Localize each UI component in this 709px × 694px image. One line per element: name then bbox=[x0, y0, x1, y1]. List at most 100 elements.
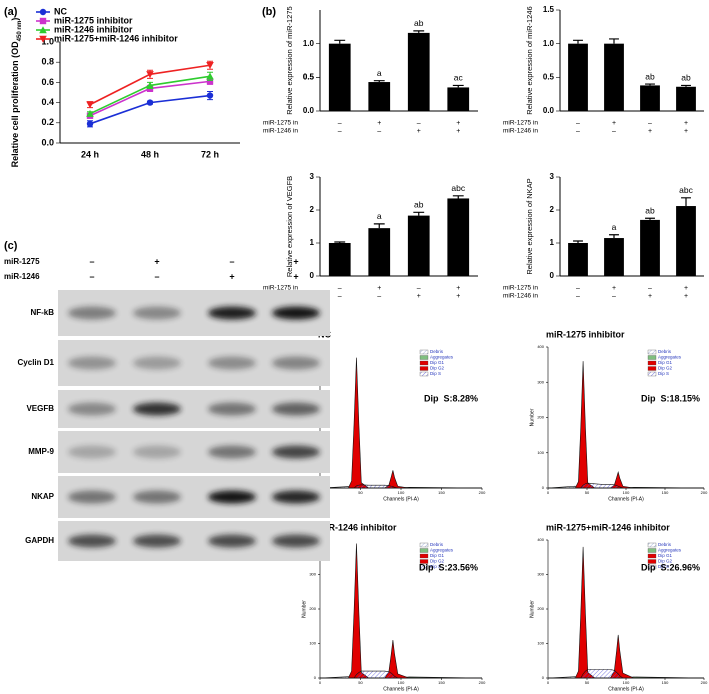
x-tick-label: 200 bbox=[479, 490, 486, 495]
y-tick-label: 100 bbox=[537, 641, 544, 646]
y-axis-label: Number bbox=[529, 408, 535, 426]
bar-annotation: a bbox=[377, 211, 382, 221]
treatment-sign: – bbox=[338, 120, 342, 127]
y-axis-label-part: 450 nm bbox=[17, 21, 23, 42]
legend-swatch bbox=[647, 360, 657, 366]
annotation: Dip S:8.28% bbox=[424, 393, 478, 403]
y-tick-label: 3 bbox=[550, 172, 555, 181]
y-tick-label: 1 bbox=[550, 238, 555, 247]
error-bar bbox=[645, 217, 655, 220]
treatment-sign: + bbox=[648, 293, 652, 300]
error-bar bbox=[413, 30, 425, 33]
treatment-sign: + bbox=[229, 271, 234, 281]
bar-annotation: abc bbox=[679, 185, 693, 195]
point bbox=[206, 62, 214, 70]
point bbox=[86, 101, 94, 109]
treatment-sign: + bbox=[684, 285, 688, 292]
legend-swatch bbox=[647, 542, 657, 548]
bar bbox=[640, 219, 660, 276]
x-tick-label: 50 bbox=[358, 490, 363, 495]
blot-band bbox=[133, 490, 181, 504]
y-tick-label: 1.0 bbox=[543, 39, 555, 48]
blot-band bbox=[133, 306, 181, 320]
treatment-sign: + bbox=[612, 120, 616, 127]
legend-label: Aggregates bbox=[658, 548, 682, 553]
y-tick-label: 300 bbox=[309, 572, 316, 577]
x-tick-label: 50 bbox=[358, 680, 363, 685]
blot-band bbox=[68, 306, 116, 320]
chart-title: miR-1246 inhibitor bbox=[318, 522, 397, 532]
blot-band bbox=[208, 534, 256, 548]
legend-swatch bbox=[419, 564, 429, 570]
y-tick-label: 1.5 bbox=[543, 5, 555, 14]
treatment-sign: + bbox=[456, 120, 460, 127]
y-axis-label: Relative expression of NKAP bbox=[525, 178, 534, 274]
blot-band bbox=[272, 402, 320, 416]
y-axis-label: Number bbox=[301, 600, 307, 618]
legend-swatch bbox=[647, 548, 657, 553]
legend-label: Dip S bbox=[430, 564, 441, 569]
treatment-sign: – bbox=[338, 128, 342, 135]
x-tick-label: 200 bbox=[701, 680, 708, 685]
y-axis-label: Number bbox=[529, 600, 535, 618]
blot-band bbox=[68, 490, 116, 504]
error-bar bbox=[334, 39, 346, 44]
legend-swatch bbox=[647, 564, 657, 570]
treatment-sign: – bbox=[417, 120, 421, 127]
bar bbox=[604, 238, 624, 276]
treatment-sign: + bbox=[293, 256, 298, 266]
legend-label: Dip G1 bbox=[658, 360, 673, 365]
y-tick-label: 0 bbox=[550, 271, 555, 280]
y-tick-label: 400 bbox=[537, 537, 544, 542]
annotation: Dip S:23.56% bbox=[419, 562, 478, 572]
error-bar bbox=[573, 240, 583, 243]
x-tick-label: 200 bbox=[479, 680, 486, 685]
legend-label: miR-1246 inhibitor bbox=[54, 24, 133, 34]
y-tick-label: 0.0 bbox=[543, 106, 555, 115]
legend-marker bbox=[39, 17, 47, 25]
bar-annotation: ab bbox=[645, 206, 655, 216]
legend-marker bbox=[39, 35, 47, 43]
y-tick-label: 1 bbox=[310, 238, 315, 247]
y-tick-label: 0 bbox=[542, 485, 545, 490]
treatment-sign: + bbox=[648, 128, 652, 135]
treatment-sign: – bbox=[576, 128, 580, 135]
y-tick-label: 1.0 bbox=[41, 36, 54, 46]
legend-swatch bbox=[647, 349, 657, 355]
blot-band bbox=[133, 356, 181, 370]
blot-band bbox=[272, 306, 320, 320]
annotation: Dip S:18.15% bbox=[641, 393, 700, 403]
bar bbox=[568, 43, 588, 111]
treatment-sign: – bbox=[648, 120, 652, 127]
bar bbox=[604, 43, 624, 111]
x-tick-label: 150 bbox=[438, 490, 445, 495]
bar bbox=[368, 228, 391, 276]
blot-band bbox=[68, 534, 116, 548]
treatment-sign: + bbox=[684, 293, 688, 300]
x-tick-label: 0 bbox=[319, 680, 322, 685]
treatment-sign: + bbox=[456, 128, 460, 135]
y-tick-label: 300 bbox=[537, 379, 544, 384]
blot-band bbox=[133, 534, 181, 548]
bar bbox=[640, 85, 660, 111]
legend-swatch bbox=[419, 366, 429, 371]
series-area bbox=[548, 482, 704, 489]
protein-label: VEGFB bbox=[26, 404, 54, 413]
y-tick-label: 3 bbox=[310, 172, 315, 181]
legend-swatch bbox=[419, 360, 429, 366]
treatment-sign: – bbox=[417, 285, 421, 292]
y-tick-label: 0.8 bbox=[41, 57, 54, 67]
y-tick-label: 0.5 bbox=[303, 72, 315, 81]
bar bbox=[676, 86, 696, 111]
treatment-sign: + bbox=[417, 293, 421, 300]
bar bbox=[407, 215, 430, 276]
y-tick-label: 0.2 bbox=[41, 117, 54, 127]
treatment-label: miR-1275 in bbox=[503, 285, 538, 292]
treatment-label: miR-1246 bbox=[4, 272, 40, 281]
bar bbox=[568, 243, 588, 276]
point bbox=[206, 92, 214, 99]
x-tick-label: 0 bbox=[547, 680, 550, 685]
x-tick-label: 150 bbox=[438, 680, 445, 685]
bar bbox=[328, 243, 351, 276]
